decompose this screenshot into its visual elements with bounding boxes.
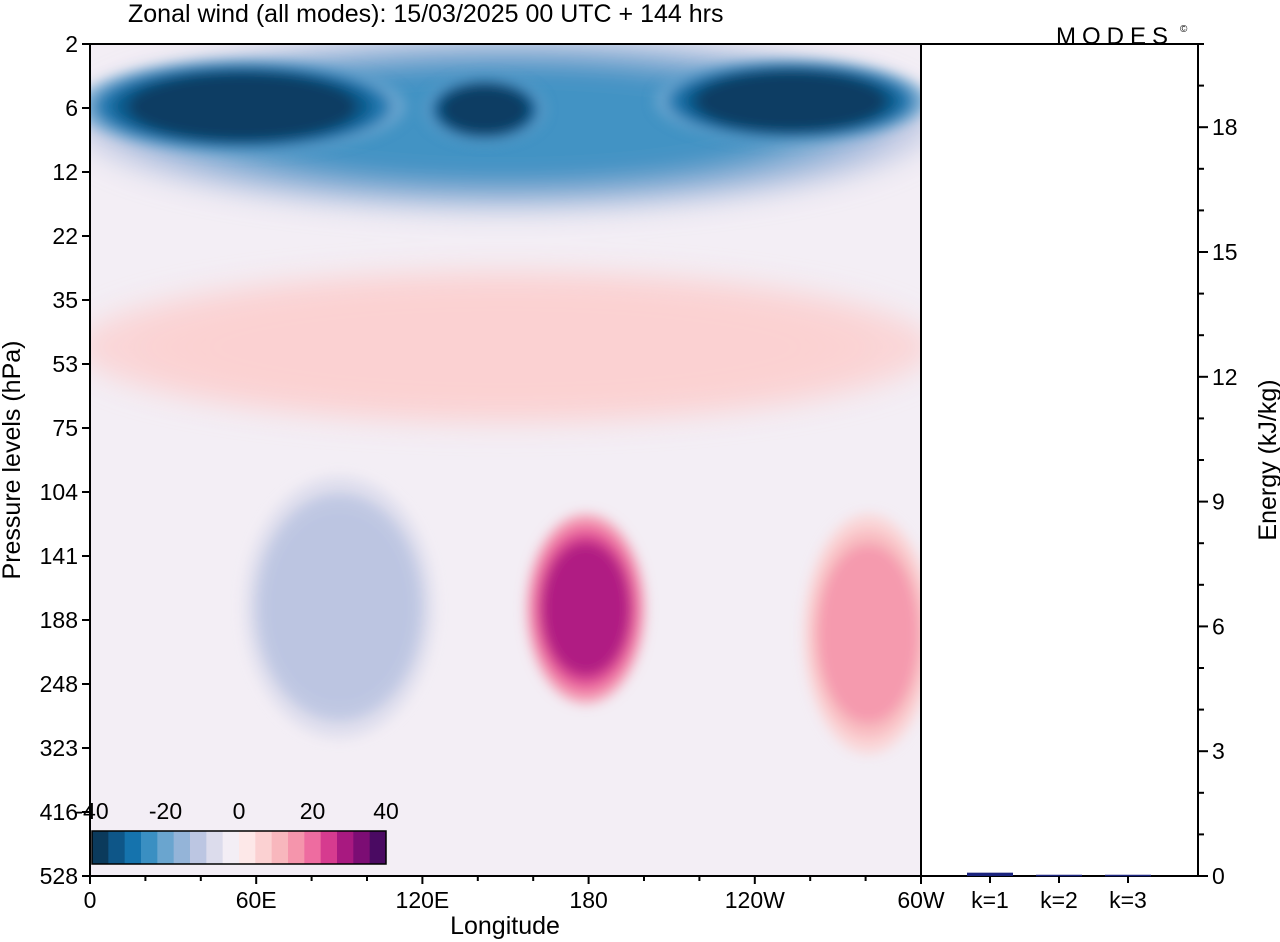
colorbar-swatch: [271, 831, 289, 864]
energy-tick-label: 18: [1212, 114, 1238, 140]
x-tick-label: 0: [84, 887, 97, 913]
y-tick-label: 104: [40, 479, 79, 505]
x-tick-label: 120E: [396, 887, 450, 913]
y-tick-label: 12: [52, 159, 78, 185]
y-tick-label: 6: [65, 95, 78, 121]
x-tick-label: 60E: [236, 887, 277, 913]
colorbar-tick-label: 0: [233, 798, 246, 824]
energy-category-label: k=2: [1040, 887, 1078, 913]
colorbar-swatch: [304, 831, 322, 864]
energy-tick-label: 9: [1212, 489, 1225, 515]
y-tick-label: 22: [52, 223, 78, 249]
energy-bars: [967, 872, 1151, 877]
x-tick-label: 120W: [725, 887, 785, 913]
energy-tick-label: 12: [1212, 364, 1238, 390]
colorbar-tick-label: 40: [373, 798, 399, 824]
wind-feature-2-level-3: [695, 70, 887, 132]
y-tick-label: 141: [40, 543, 78, 569]
energy-tick-label: 3: [1212, 738, 1225, 764]
energy-categories: k=1 k=2 k=3: [971, 876, 1147, 913]
colorbar-swatch: [255, 831, 273, 864]
colorbar-swatch: [320, 831, 338, 864]
colorbar: -40 -20 0 20 40: [75, 798, 399, 865]
colorbar-swatch: [141, 831, 158, 864]
colorbar-swatch: [239, 831, 256, 864]
energy-bar-k=1: [967, 872, 1013, 876]
longitude-axis: 0 60E 120E 180 120W 60W: [84, 876, 945, 913]
energy-bar-k=3: [1105, 874, 1151, 877]
y-tick-label: 416: [40, 799, 78, 825]
colorbar-swatch: [190, 831, 207, 864]
wind-feature-0-level-3: [128, 72, 357, 141]
x-tick-label: 180: [569, 887, 607, 913]
energy-category-label: k=1: [971, 887, 1009, 913]
energy-panel-frame: [920, 43, 1199, 877]
colorbar-swatch: [157, 831, 175, 864]
pressure-axis: 2 6 12 22 35 53 75 104 141 188 248 323 416 528: [40, 31, 90, 889]
y-tick-label: 2: [65, 31, 78, 57]
energy-tick-label: 15: [1212, 239, 1238, 265]
y-tick-label: 35: [52, 287, 78, 313]
x-axis-label: Longitude: [450, 912, 560, 940]
y-tick-label: 188: [40, 607, 78, 633]
brand-mark: ©: [1180, 24, 1188, 35]
wind-feature-5-level-3: [542, 542, 630, 675]
colorbar-swatch: [353, 831, 371, 864]
energy-bar-k=2: [1036, 874, 1082, 877]
y-tick-label: 75: [52, 415, 78, 441]
colorbar-swatch: [124, 831, 142, 864]
x-tick-label: 60W: [897, 887, 945, 913]
energy-axis: 0 3 6 9 12 15 18: [1198, 43, 1238, 889]
colorbar-tick-label: -20: [149, 798, 182, 824]
colorbar-tick-label: -40: [75, 798, 108, 824]
colorbar-swatch: [108, 831, 126, 864]
energy-tick-label: 0: [1212, 863, 1225, 889]
colorbar-swatch: [288, 831, 305, 864]
wind-feature-1-level-3: [440, 84, 530, 135]
colorbar-frame: [91, 830, 387, 865]
chart-title: Zonal wind (all modes): 15/03/2025 00 UT…: [128, 0, 723, 28]
colorbar-swatch: [92, 831, 109, 864]
y-tick-label: 53: [52, 351, 78, 377]
heatmap-field: [90, 44, 921, 876]
energy-tick-label: 6: [1212, 613, 1225, 639]
colorbar-swatch: [206, 831, 224, 864]
colorbar-swatch: [337, 831, 354, 864]
wind-feature-4-level-2: [192, 289, 819, 405]
colorbar-swatch: [222, 831, 240, 864]
y-axis-label: Pressure levels (hPa): [0, 341, 26, 580]
y-tick-label: 248: [40, 671, 78, 697]
colorbar-swatch: [369, 831, 387, 864]
y-tick-label: 528: [40, 863, 78, 889]
colorbar-swatch: [173, 831, 191, 864]
energy-axis-label: Energy (kJ/kg): [1254, 379, 1280, 540]
wind-feature-7-level-2: [267, 510, 412, 705]
energy-category-label: k=3: [1109, 887, 1147, 913]
colorbar-tick-label: 20: [300, 798, 326, 824]
wind-feature-6-level-2: [818, 544, 919, 723]
y-tick-label: 323: [40, 735, 78, 761]
